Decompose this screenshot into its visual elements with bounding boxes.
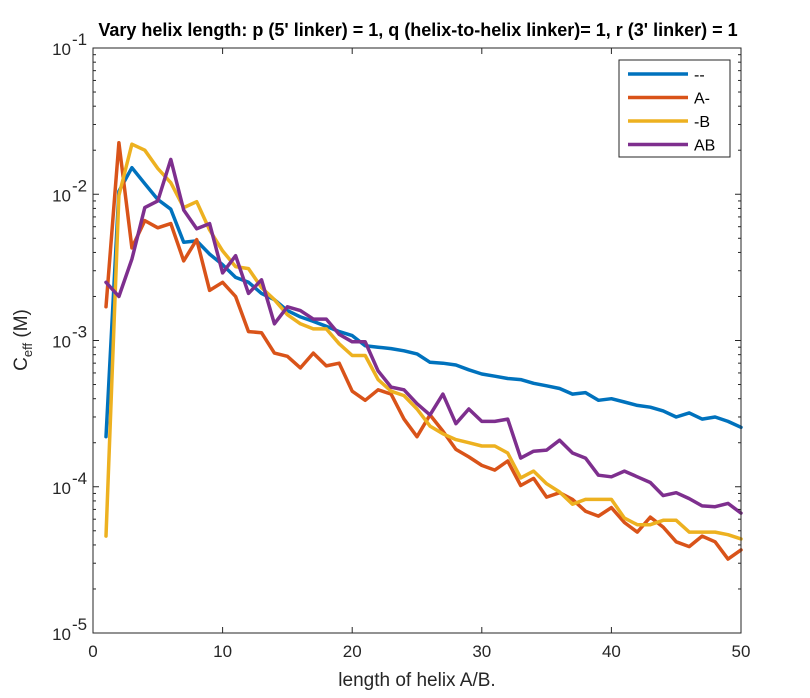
y-axis-label: Ceff (M) [11,309,35,371]
y-tick-label-0: 10 [52,40,71,59]
x-tick-label-5: 50 [732,642,751,661]
y-axis-label-sub: eff [20,343,35,358]
chart-title: Vary helix length: p (5' linker) = 1, q … [98,20,737,40]
y-tick-exponent-3: -4 [72,469,87,488]
x-tick-label-4: 40 [602,642,621,661]
y-tick-label-3: 10 [52,479,71,498]
legend-box [618,59,731,158]
y-tick-exponent-0: -1 [72,30,87,49]
y-tick-exponent-2: -3 [72,323,87,342]
x-tick-label-2: 20 [343,642,362,661]
y-tick-label-2: 10 [52,333,71,352]
legend-label-2: -B [694,114,710,131]
y-axis-label-main: C [11,357,32,371]
legend-label-1: A- [694,91,710,108]
x-tick-label-1: 10 [213,642,232,661]
y-tick-exponent-4: -5 [72,615,87,634]
y-tick-label-1: 10 [52,186,71,205]
series-line-0 [104,165,743,439]
x-axis-label: length of helix A/B. [338,670,495,691]
x-tick-label-3: 30 [472,642,491,661]
y-tick-label-4: 10 [52,625,71,644]
legend-label-0: -- [694,67,705,84]
series-layer [104,140,743,561]
legend-label-3: AB [694,138,715,155]
y-axis-label-unit: (M) [11,309,32,343]
legend: -- A- -B AB [618,59,731,158]
series-line-1 [104,140,743,561]
x-tick-label-0: 0 [88,642,97,661]
series-line-3 [104,157,743,515]
y-tick-exponent-1: -2 [72,176,87,195]
